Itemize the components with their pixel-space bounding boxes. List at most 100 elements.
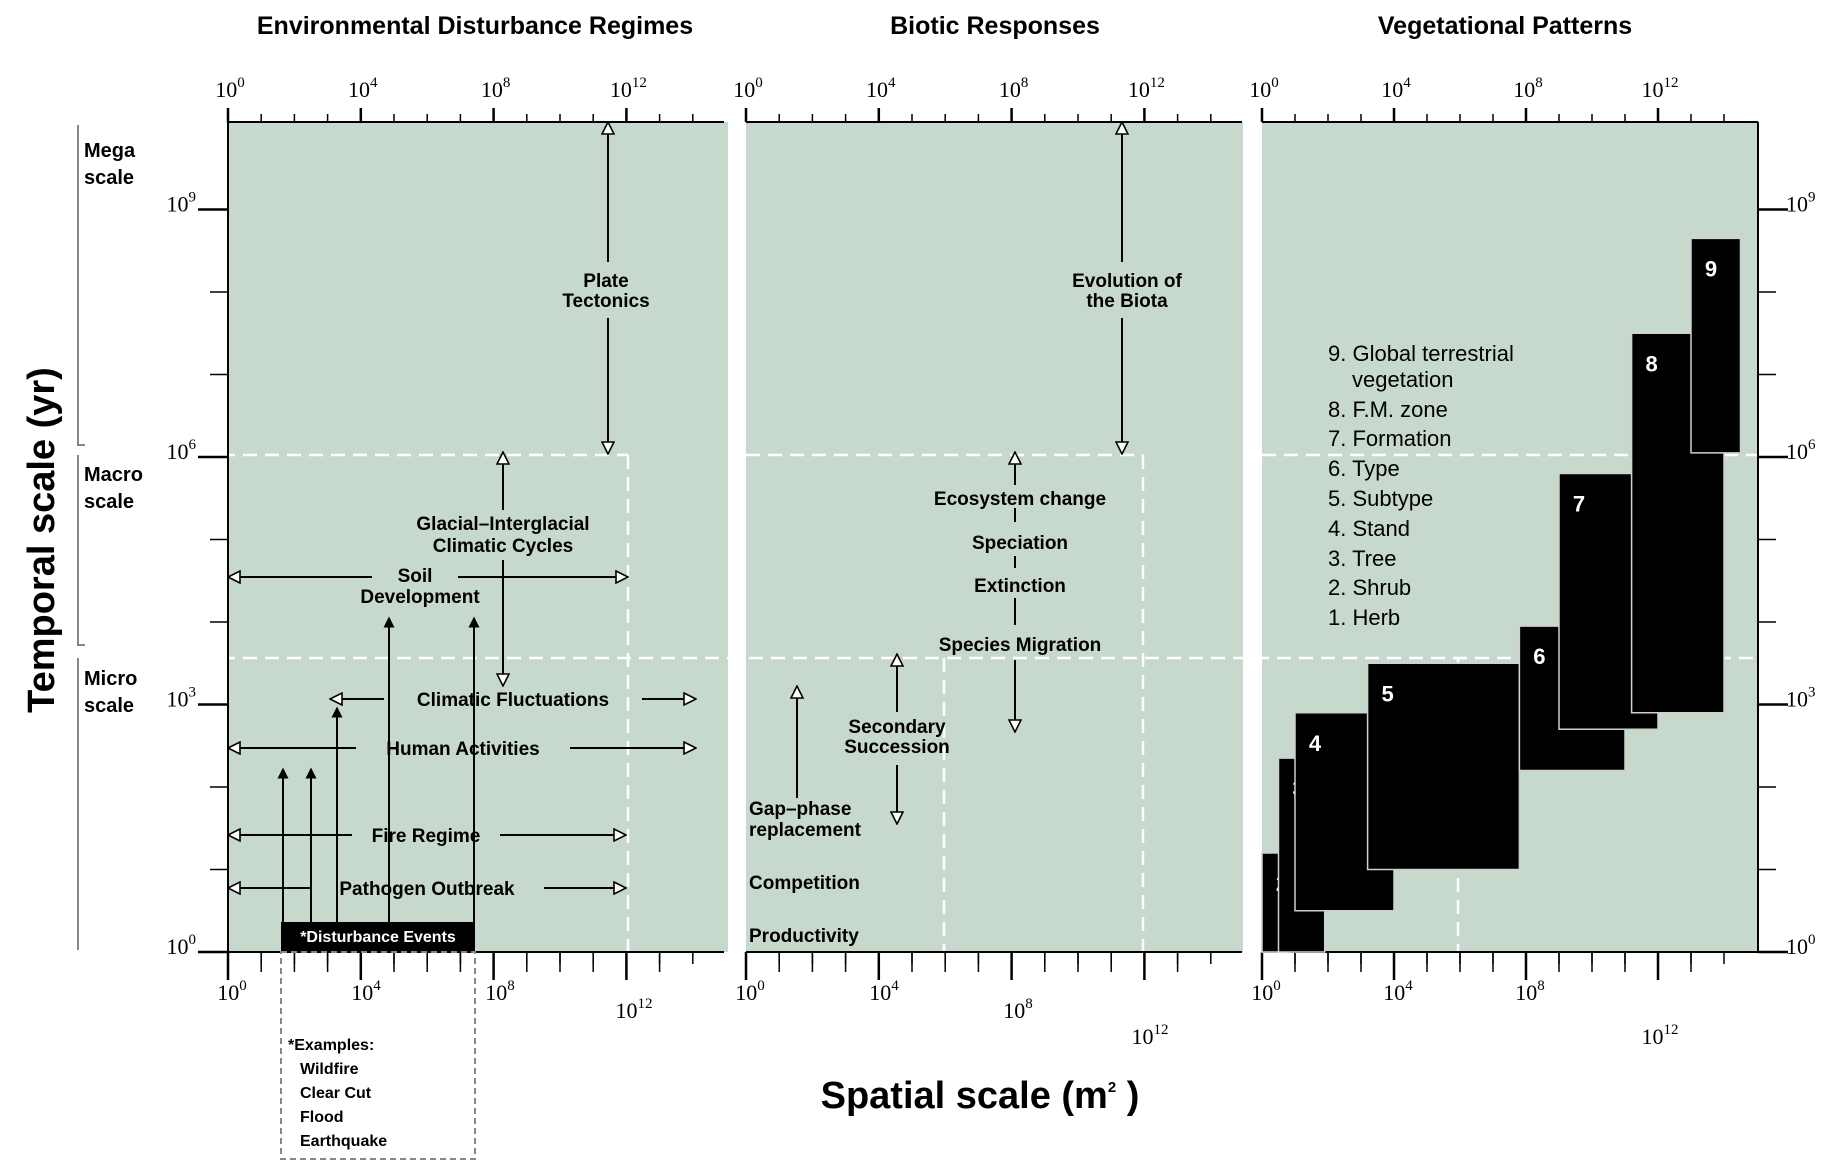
label-gap-line2: replacement	[749, 820, 862, 841]
y-tick-label-left-6: 106	[167, 437, 197, 464]
scale-micro-line1: Micro	[84, 668, 137, 690]
bottom-tick-label-vegetation-0: 100	[1251, 978, 1281, 1005]
disturbance-event-arrows	[277, 616, 480, 930]
label-competition: Competition	[749, 873, 860, 894]
examples-title: *Examples:	[288, 1037, 374, 1054]
label-human-activities: Human Activities	[386, 739, 539, 760]
legend-item-9: 9. Global terrestrial	[1328, 341, 1514, 366]
top-tick-label-biotic-8: 108	[999, 75, 1029, 102]
label-productivity: Productivity	[749, 926, 859, 947]
label-glacial-line2: Climatic Cycles	[433, 536, 573, 557]
vegetation-unit-9: 9	[1690, 237, 1742, 454]
legend-item-5: 5. Subtype	[1328, 486, 1433, 511]
vegetation-unit-5: 5	[1366, 662, 1521, 871]
y-axis-title: Temporal scale (yr)	[21, 367, 63, 713]
x-axis-title: Spatial scale (m2 )	[821, 1075, 1140, 1117]
y-tick-label-left-9: 109	[167, 190, 197, 217]
bottom-tick-label-disturbance-12: 1012	[616, 996, 653, 1023]
y-tick-label-right-0: 100	[1786, 932, 1816, 959]
vegetation-box-label-9: 9	[1705, 256, 1717, 281]
label-soil-line2: Development	[360, 587, 480, 608]
y-tick-label-left-3: 103	[167, 685, 197, 712]
legend-item-4: 4. Stand	[1328, 516, 1410, 541]
top-tick-label-vegetation-12: 1012	[1642, 75, 1679, 102]
panel-title-biotic: Biotic Responses	[890, 12, 1100, 40]
legend-item-3: 3. Tree	[1328, 546, 1396, 571]
label-plate-line2: Tectonics	[562, 291, 649, 312]
label-evolution-line1: Evolution of	[1072, 271, 1182, 292]
example-wildfire: Wildfire	[300, 1061, 359, 1078]
legend-item-2: 2. Shrub	[1328, 575, 1411, 600]
top-tick-label-disturbance-0: 100	[215, 75, 245, 102]
top-tick-label-vegetation-8: 108	[1513, 75, 1543, 102]
example-clear-cut: Clear Cut	[300, 1085, 372, 1102]
label-secondary-line2: Succession	[844, 737, 950, 758]
top-tick-label-biotic-12: 1012	[1128, 75, 1165, 102]
legend-item-9-cont: vegetation	[1352, 367, 1454, 392]
y-tick-label-right-3: 103	[1786, 685, 1816, 712]
label-pathogen-outbreak: Pathogen Outbreak	[339, 879, 515, 900]
scale-micro-line2: scale	[84, 695, 134, 717]
vegetation-legend: 9. Global terrestrial vegetation 8. F.M.…	[1328, 341, 1514, 630]
label-plate-line1: Plate	[583, 271, 628, 292]
disturbance-arrows	[234, 128, 690, 888]
panel-title-disturbance: Environmental Disturbance Regimes	[257, 12, 693, 40]
legend-item-8: 8. F.M. zone	[1328, 397, 1448, 422]
vegetation-box-label-6: 6	[1533, 644, 1545, 669]
vegetation-box-label-4: 4	[1309, 731, 1322, 756]
label-secondary-line1: Secondary	[848, 717, 946, 738]
bottom-tick-label-biotic-0: 100	[735, 978, 765, 1005]
top-tick-label-vegetation-0: 100	[1249, 75, 1279, 102]
panel-title-vegetation: Vegetational Patterns	[1378, 12, 1632, 40]
label-evolution-line2: the Biota	[1086, 291, 1168, 312]
example-earthquake: Earthquake	[300, 1133, 387, 1150]
biotic-arrows	[797, 128, 1122, 818]
label-speciation: Speciation	[972, 533, 1068, 554]
legend-item-6: 6. Type	[1328, 456, 1400, 481]
scale-macro-line2: scale	[84, 491, 134, 513]
label-fire-regime: Fire Regime	[372, 826, 481, 847]
bottom-tick-label-disturbance-8: 108	[485, 978, 515, 1005]
top-tick-label-disturbance-4: 104	[348, 75, 378, 102]
label-glacial-line1: Glacial–Interglacial	[416, 514, 589, 535]
top-tick-label-vegetation-4: 104	[1381, 75, 1411, 102]
label-extinction: Extinction	[974, 576, 1066, 597]
legend-item-7: 7. Formation	[1328, 426, 1452, 451]
example-flood: Flood	[300, 1109, 344, 1126]
bottom-tick-label-biotic-12: 1012	[1132, 1022, 1169, 1049]
scale-brackets	[77, 125, 85, 950]
bottom-tick-label-biotic-8: 108	[1003, 996, 1033, 1023]
y-tick-label-right-9: 109	[1786, 190, 1816, 217]
axes-layer: 100 104 108 1012 100 104 108 1012 100 104 108 1012 1…	[167, 75, 1817, 1049]
top-tick-label-disturbance-8: 108	[481, 75, 510, 102]
bottom-tick-label-biotic-4: 104	[869, 978, 899, 1005]
scale-macro-line1: Macro	[84, 464, 143, 486]
bottom-tick-label-vegetation-4: 104	[1383, 978, 1413, 1005]
vegetation-boxes: 123456789	[1261, 237, 1742, 958]
legend-item-1: 1. Herb	[1328, 605, 1400, 630]
bottom-tick-label-disturbance-4: 104	[351, 978, 381, 1005]
vegetation-box-label-8: 8	[1645, 351, 1657, 376]
label-species-migration: Species Migration	[939, 635, 1102, 656]
top-tick-label-disturbance-12: 1012	[610, 75, 647, 102]
label-disturbance-events: *Disturbance Events	[300, 929, 456, 946]
top-tick-label-biotic-4: 104	[866, 75, 896, 102]
label-ecosystem-change: Ecosystem change	[934, 489, 1106, 510]
vegetation-box-label-7: 7	[1573, 492, 1585, 517]
scale-mega-line1: Mega	[84, 140, 136, 162]
scale-mega-line2: scale	[84, 167, 134, 189]
bottom-tick-label-disturbance-0: 100	[217, 978, 247, 1005]
panel-biotic	[746, 122, 1243, 952]
label-climatic-fluctuations: Climatic Fluctuations	[417, 690, 609, 711]
y-tick-label-right-6: 106	[1786, 437, 1816, 464]
label-soil-line1: Soil	[398, 566, 433, 587]
y-tick-label-left-0: 100	[167, 932, 197, 959]
label-gap-line1: Gap–phase	[749, 799, 851, 820]
disturbance-events-bar	[281, 922, 475, 952]
top-tick-label-biotic-0: 100	[733, 75, 763, 102]
bottom-tick-label-vegetation-12: 1012	[1642, 1022, 1679, 1049]
vegetation-box-5	[1366, 662, 1521, 871]
vegetation-box-9	[1690, 237, 1742, 454]
bottom-tick-label-vegetation-8: 108	[1515, 978, 1545, 1005]
